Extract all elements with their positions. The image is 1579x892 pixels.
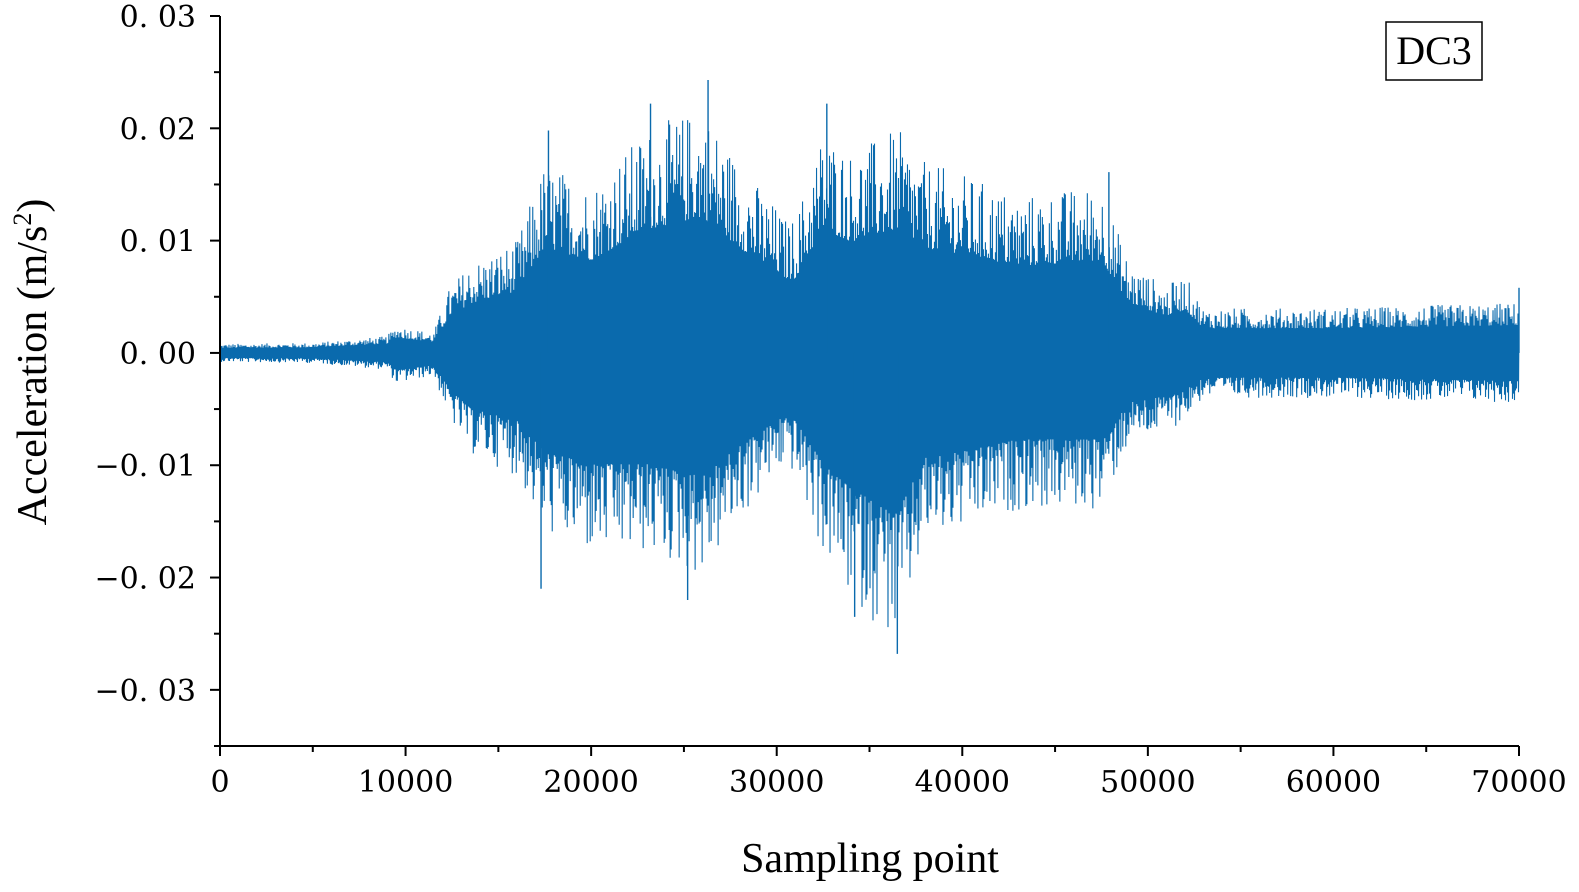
x-tick-label: 70000: [1471, 765, 1566, 800]
x-axis-title: Sampling point: [741, 836, 999, 882]
signal-line: [219, 120, 1520, 628]
x-tick-label: 40000: [915, 765, 1010, 800]
x-tick-label: 10000: [358, 765, 453, 800]
x-ticks: 0 10000 20000 30000 40000 50000 60000 70000: [210, 746, 1567, 800]
y-tick-label: 0. 02: [120, 112, 196, 147]
y-ticks: −0. 03 −0. 02 −0. 01 0. 00 0. 01 0. 02 0. 03: [95, 0, 220, 747]
y-axis-title-main: Acceleration (m/s: [10, 226, 56, 526]
legend-label: DC3: [1396, 28, 1472, 73]
x-tick-label: 50000: [1100, 765, 1195, 800]
y-axis-title-superscript: 2: [8, 213, 37, 226]
x-tick-label: 20000: [543, 765, 638, 800]
y-tick-label: −0. 01: [95, 449, 196, 484]
x-tick-label: 0: [210, 765, 229, 800]
y-tick-label: −0. 02: [95, 562, 196, 597]
signal-trace: [219, 80, 1520, 654]
legend-box: [1385, 21, 1483, 81]
y-tick-label: 0. 00: [120, 337, 196, 372]
x-tick-label: 60000: [1286, 765, 1381, 800]
y-axis-title: Acceleration (m/s2): [8, 199, 56, 526]
y-tick-label: 0. 01: [120, 225, 196, 260]
y-axis-title-close: ): [10, 199, 56, 213]
y-tick-label: −0. 03: [95, 674, 196, 709]
y-tick-label: 0. 03: [120, 0, 196, 35]
x-tick-label: 30000: [729, 765, 824, 800]
